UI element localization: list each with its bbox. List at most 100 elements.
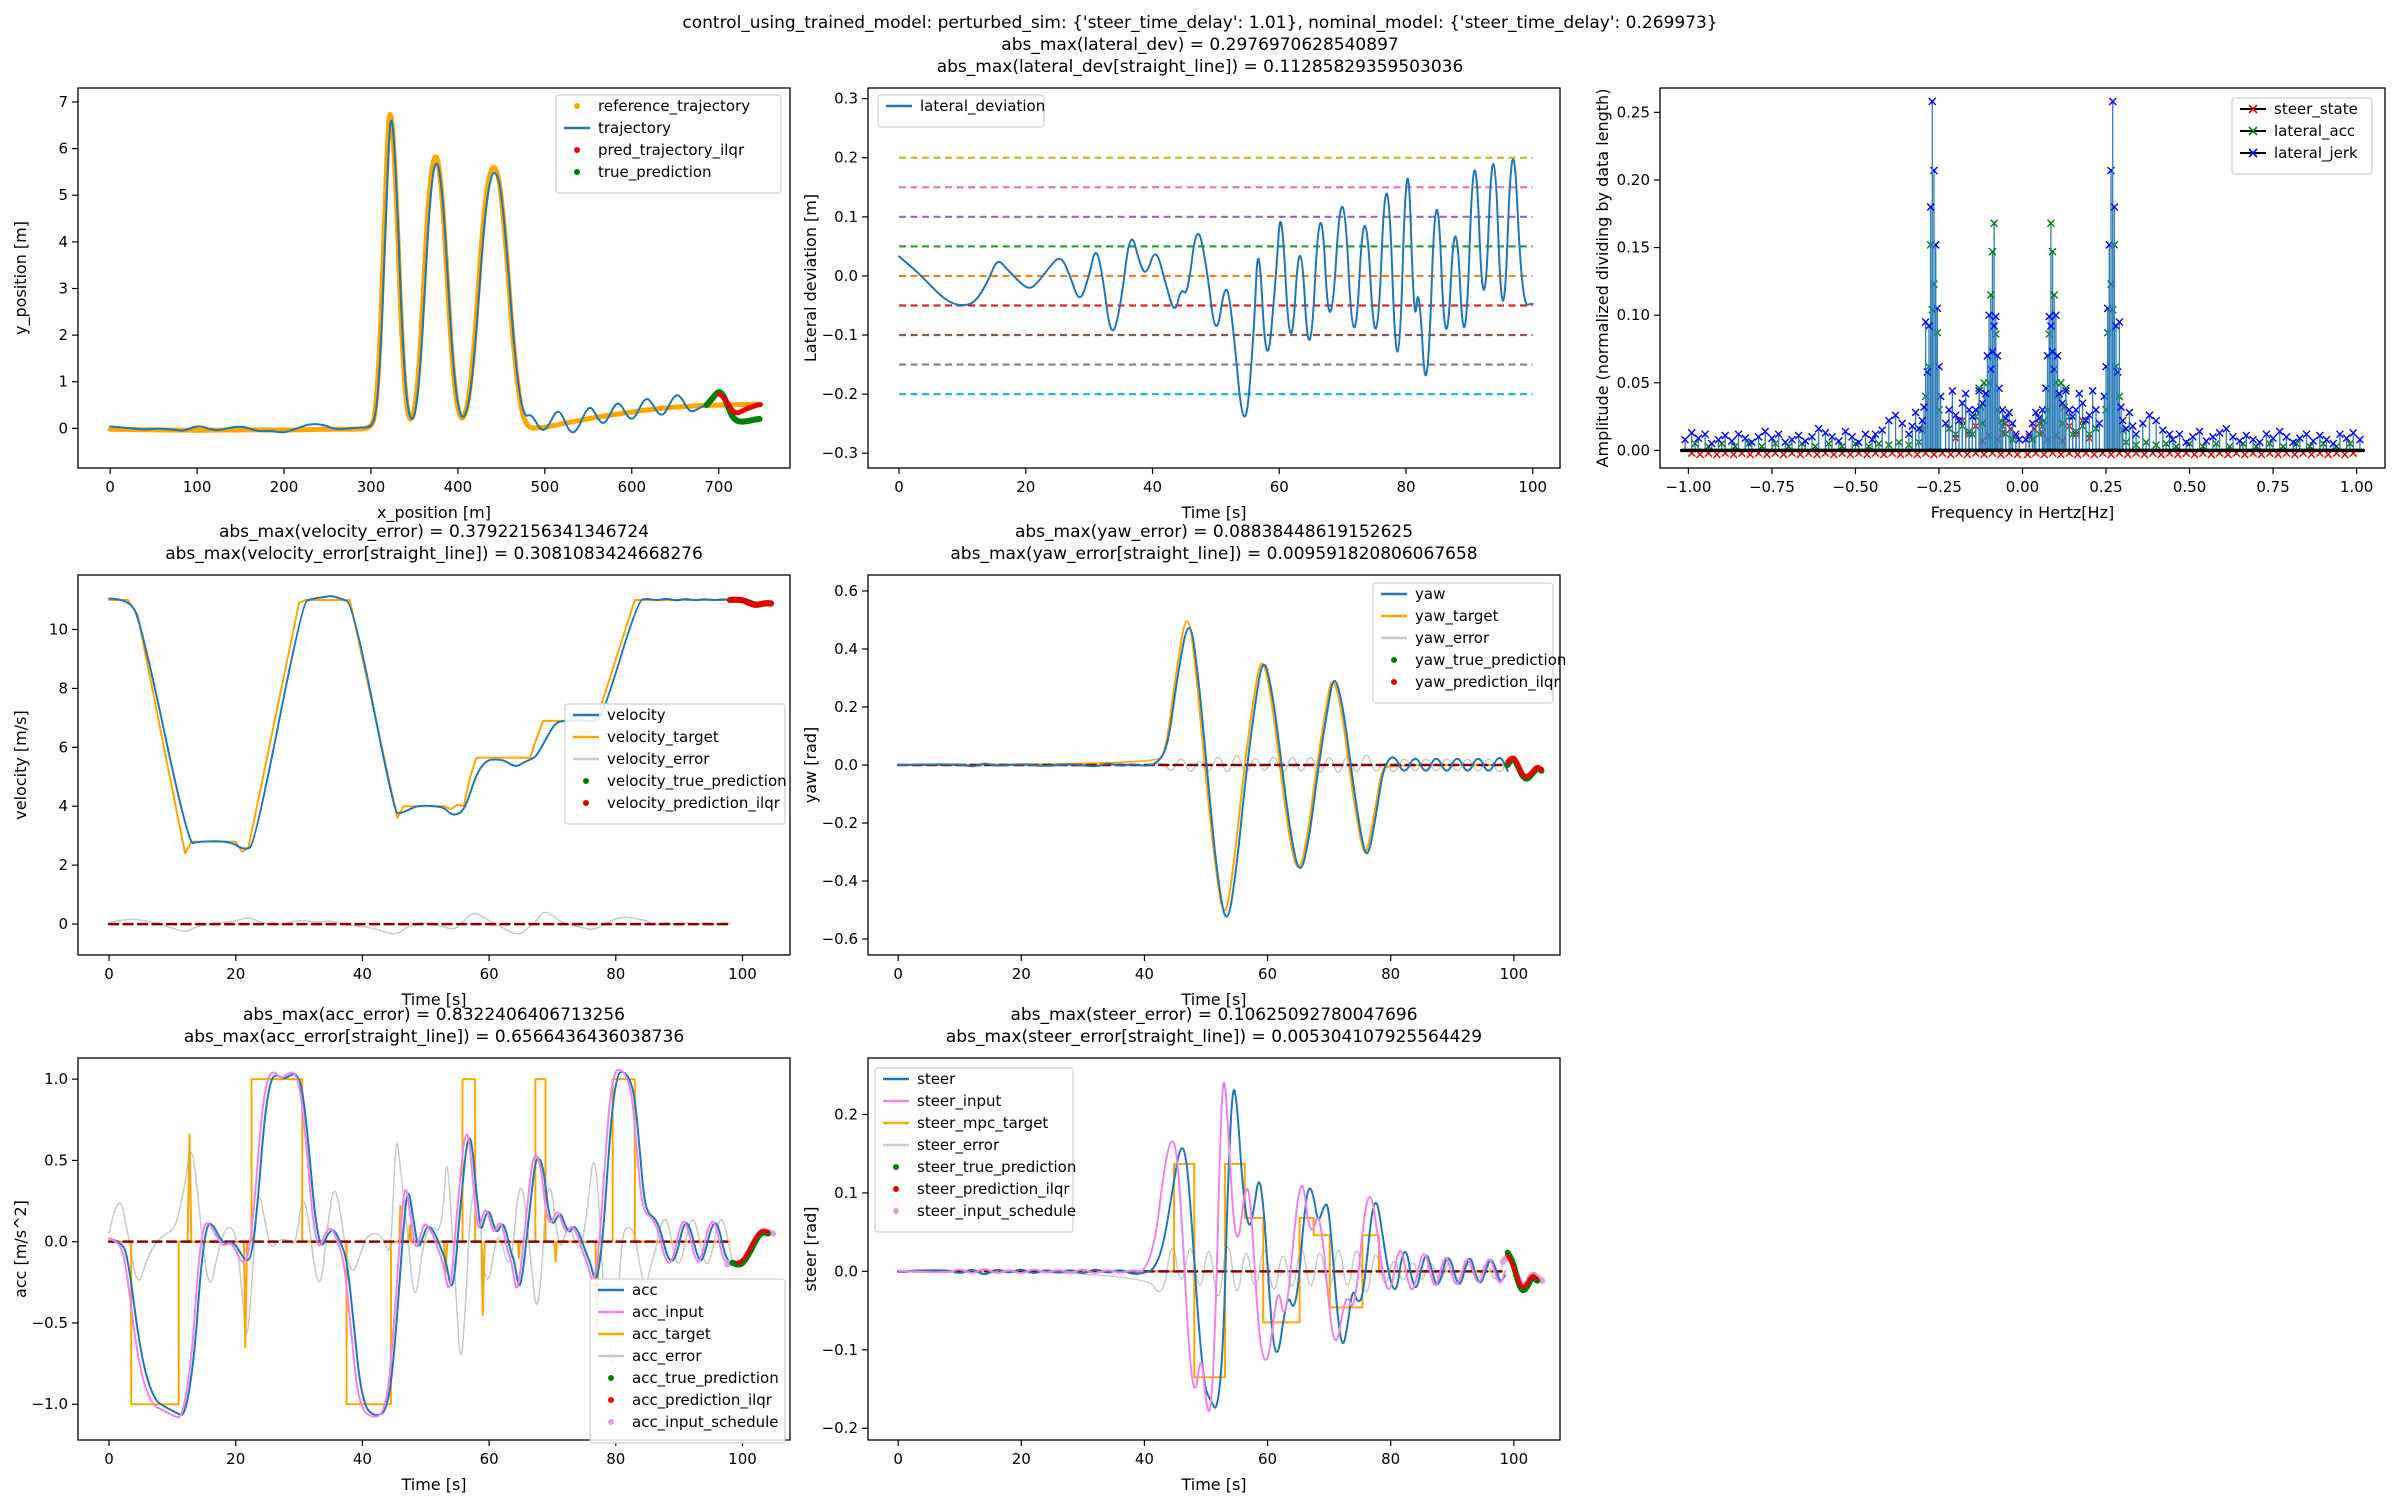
- svg-text:300: 300: [357, 478, 386, 496]
- svg-text:60: 60: [480, 1450, 499, 1468]
- svg-text:40: 40: [1135, 1450, 1154, 1468]
- acc-axes-frame: [77, 1057, 791, 1441]
- svg-text:0: 0: [58, 419, 68, 437]
- svg-text:−0.1: −0.1: [822, 1341, 858, 1359]
- svg-text:40: 40: [1135, 965, 1154, 983]
- svg-text:7: 7: [58, 93, 68, 111]
- velocity-series-velocity: [108, 595, 731, 850]
- svg-text:0.25: 0.25: [1617, 103, 1650, 121]
- acc-series-acc: [108, 1070, 731, 1417]
- acc-series-acc_input: [108, 1068, 729, 1419]
- steer-legend: [874, 1067, 1074, 1233]
- svg-text:80: 80: [1381, 1450, 1400, 1468]
- svg-text:0.0: 0.0: [834, 1262, 858, 1280]
- frequency_spectrum-xlabel: Frequency in Hertz[Hz]: [1931, 503, 2114, 522]
- svg-text:100: 100: [1500, 965, 1529, 983]
- yaw-legend-label: yaw_prediction_ilqr: [1415, 673, 1560, 692]
- svg-text:0.1: 0.1: [834, 1184, 858, 1202]
- svg-text:40: 40: [353, 965, 372, 983]
- chart-yaw: abs_max(yaw_error) = 0.08838448619152625…: [801, 522, 1566, 1009]
- position-xlabel: x_position [m]: [377, 503, 491, 523]
- velocity-series-velocity_error: [108, 911, 731, 935]
- chart-position: 0 100 200 300 400 500 600 700 0 1 2 3 4 5 6 7 x_position…: [11, 87, 791, 523]
- figure-suptitle-line3: abs_max(lateral_dev[straight_line]) = 0.…: [936, 57, 1464, 77]
- svg-text:20: 20: [1012, 1450, 1031, 1468]
- svg-text:4: 4: [58, 233, 68, 251]
- velocity-legend-label: velocity_prediction_ilqr: [607, 794, 781, 813]
- figure-suptitle-line1: control_using_trained_model: perturbed_s…: [682, 13, 1718, 33]
- svg-text:5: 5: [58, 186, 68, 204]
- yaw-series-yaw_target: [897, 620, 1503, 912]
- svg-text:500: 500: [531, 478, 560, 496]
- acc-series-acc_error: [108, 1142, 733, 1365]
- svg-text:0.20: 0.20: [1617, 171, 1650, 189]
- svg-text:2: 2: [58, 326, 68, 344]
- chart-lateral_deviation: 0 20 40 60 80 100 −0.3 −0.2 −0.1 0.0 0.1 0.2 0.3 Time…: [801, 87, 1561, 522]
- velocity-legend-label: velocity: [607, 706, 666, 724]
- yaw-legend-label: yaw_error: [1415, 629, 1490, 648]
- yaw-ylabel: yaw [rad]: [801, 727, 820, 803]
- svg-text:−0.6: −0.6: [822, 930, 858, 948]
- svg-text:0: 0: [894, 478, 904, 496]
- acc-legend-label: acc: [632, 1281, 658, 1299]
- svg-text:80: 80: [1396, 478, 1415, 496]
- svg-text:0.2: 0.2: [834, 149, 858, 167]
- svg-text:100: 100: [1500, 1450, 1529, 1468]
- svg-text:−0.2: −0.2: [822, 814, 858, 832]
- svg-text:−0.5: −0.5: [32, 1314, 68, 1332]
- svg-text:0.75: 0.75: [2256, 478, 2289, 496]
- velocity-xlabel: Time [s]: [400, 990, 466, 1009]
- svg-text:1: 1: [58, 373, 68, 391]
- acc-legend-label: acc_input: [632, 1303, 704, 1322]
- svg-text:0: 0: [104, 1450, 114, 1468]
- acc-legend: [589, 1278, 786, 1444]
- svg-text:0.10: 0.10: [1617, 306, 1650, 324]
- svg-text:0: 0: [58, 915, 68, 933]
- svg-text:−0.50: −0.50: [1832, 478, 1878, 496]
- velocity-legend: [564, 703, 786, 825]
- position-legend: [555, 94, 782, 194]
- svg-text:0.0: 0.0: [834, 267, 858, 285]
- svg-text:0: 0: [104, 965, 114, 983]
- figure-suptitle-line2: abs_max(lateral_dev) = 0.297697062854089…: [1001, 35, 1399, 55]
- steer-legend-label: steer_true_prediction: [917, 1158, 1076, 1177]
- svg-text:−1.00: −1.00: [1665, 478, 1711, 496]
- frequency_spectrum-legend: [2231, 97, 2373, 175]
- svg-text:0.0: 0.0: [44, 1233, 68, 1251]
- steer-legend-label: steer_input_schedule: [917, 1202, 1076, 1221]
- svg-text:−0.2: −0.2: [822, 385, 858, 403]
- frequency_spectrum-legend-label: steer_state: [2274, 100, 2358, 119]
- svg-text:0.3: 0.3: [834, 90, 858, 108]
- svg-text:60: 60: [1258, 1450, 1277, 1468]
- chart-steer: abs_max(steer_error) = 0.106250927800476…: [801, 1005, 1561, 1494]
- svg-text:6: 6: [58, 738, 68, 756]
- velocity-title-line1: abs_max(velocity_error) = 0.379221563413…: [219, 522, 649, 542]
- steer-axes-frame: [867, 1057, 1561, 1441]
- steer-legend-label: steer_input: [917, 1092, 1002, 1111]
- steer-series-steer: [897, 1088, 1507, 1409]
- steer-series-steer_prediction_ilqr: [1505, 1253, 1540, 1290]
- svg-text:600: 600: [617, 478, 646, 496]
- steer-legend-label: steer_prediction_ilqr: [917, 1180, 1070, 1199]
- velocity-title-line2: abs_max(velocity_error[straight_line]) =…: [165, 544, 703, 564]
- acc-title-line2: abs_max(acc_error[straight_line]) = 0.65…: [184, 1027, 684, 1047]
- frequency_spectrum-legend-label: lateral_jerk: [2274, 144, 2358, 163]
- svg-text:0.50: 0.50: [2173, 478, 2206, 496]
- svg-text:60: 60: [1258, 965, 1277, 983]
- lateral_deviation-xlabel: Time [s]: [1180, 503, 1246, 522]
- position-ylabel: y_position [m]: [11, 221, 31, 335]
- acc-legend-label: acc_error: [632, 1347, 702, 1366]
- frequency_spectrum-legend-label: lateral_acc: [2274, 122, 2355, 141]
- svg-text:−0.1: −0.1: [822, 326, 858, 344]
- position-series-trajectory: [109, 119, 710, 434]
- svg-text:80: 80: [606, 1450, 625, 1468]
- chart-velocity: abs_max(velocity_error) = 0.379221563413…: [11, 522, 791, 1009]
- svg-text:0.2: 0.2: [834, 698, 858, 716]
- svg-text:20: 20: [1012, 965, 1031, 983]
- svg-text:100: 100: [1518, 478, 1547, 496]
- svg-text:0.00: 0.00: [1617, 441, 1650, 459]
- svg-text:40: 40: [353, 1450, 372, 1468]
- yaw-legend: [1372, 582, 1554, 704]
- svg-text:−0.4: −0.4: [822, 872, 858, 890]
